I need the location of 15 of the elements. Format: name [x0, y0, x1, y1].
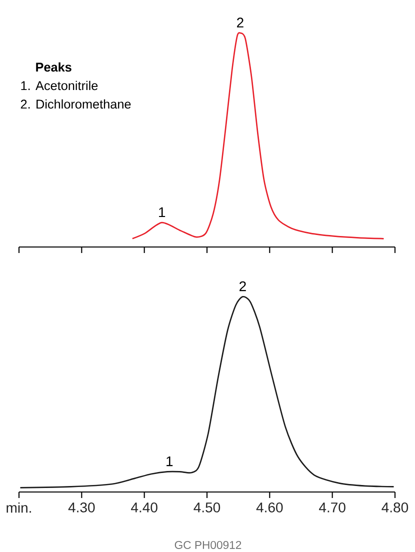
annotation: 2: [240, 281, 246, 292]
annotation: 1. Acetonitrile: [21, 80, 98, 90]
annotation: 1: [159, 207, 166, 217]
x-tick-label: 4.50: [194, 502, 220, 512]
x-tick-label: 4.80: [382, 502, 408, 512]
text: GC PH00912: [174, 540, 242, 549]
x-tick-label: min.: [6, 502, 31, 513]
annotation: 2. Dichloromethane: [20, 99, 131, 109]
x-tick-label: 4.30: [68, 502, 95, 512]
x-tick-label: 4.40: [131, 502, 158, 512]
annotation: 2: [237, 18, 244, 28]
annotation: 1: [166, 456, 173, 466]
x-tick-label: 4.60: [256, 502, 283, 512]
annotation: Peaks: [36, 62, 72, 72]
x-tick-label: 4.70: [319, 502, 346, 512]
